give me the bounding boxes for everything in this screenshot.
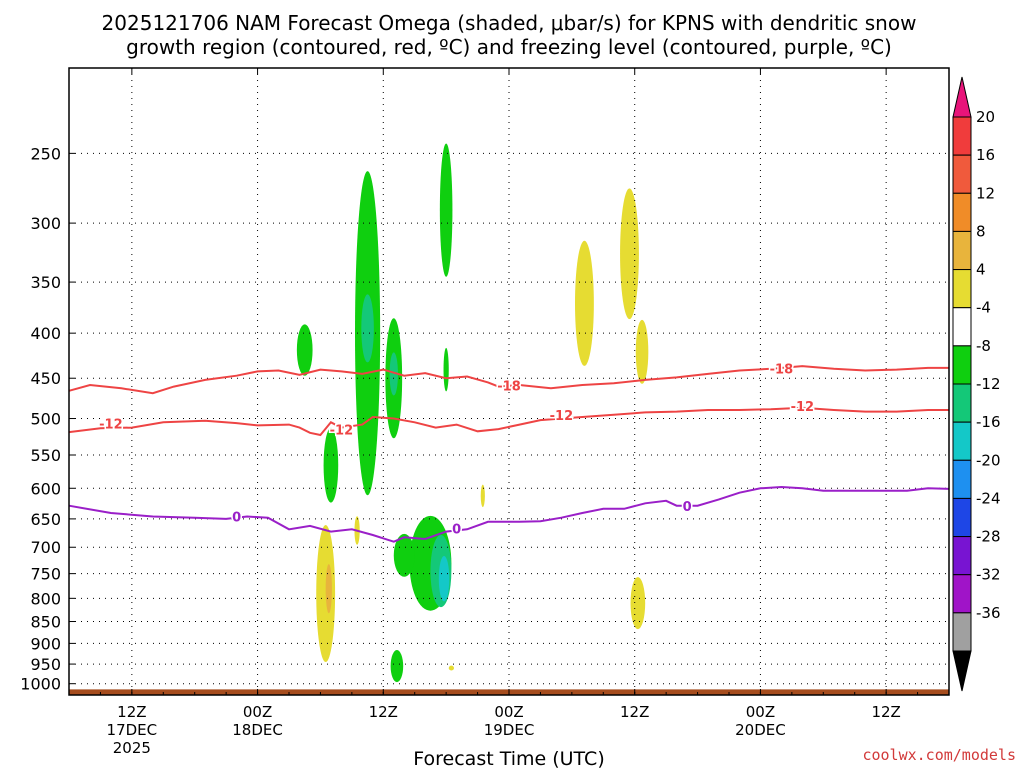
y-tick-label-850: 850: [30, 613, 61, 632]
colorbar-label-8: -16: [976, 413, 1001, 431]
contour--18-red: [68, 365, 949, 395]
x-tick-label-30-0: 12Z: [369, 703, 398, 721]
colorbar-swatch-4: [952, 269, 972, 309]
colorbar-swatch-12: [952, 574, 972, 614]
y-tick-label-450: 450: [30, 369, 61, 388]
contour-label--12-2: -12: [550, 409, 574, 424]
omega-region-green-left-mid: [323, 427, 339, 503]
y-tick-label-550: 550: [30, 446, 61, 465]
x-tick-label-18-0: 00Z: [243, 703, 272, 721]
contour-layer: -18 -18 -12 -12 -12 -12 0 0 0: [68, 361, 950, 543]
chart-title-line-1: 2025121706 NAM Forecast Omega (shaded, μ…: [102, 11, 917, 35]
colorbar-swatch-13: [952, 612, 972, 652]
x-tick-label-6-1: 17DEC: [107, 721, 158, 739]
y-tick-label-750: 750: [30, 565, 61, 584]
omega-region-green-250: [439, 143, 453, 277]
colorbar-label-6: -8: [976, 337, 991, 355]
x-tick-label-18-1: 18DEC: [232, 721, 283, 739]
omega-region-yellow-960: [448, 665, 454, 671]
colorbar-label-7: -12: [976, 375, 1001, 393]
y-tick-label-650: 650: [30, 510, 61, 529]
y-tick-label-950: 950: [30, 655, 61, 674]
contour--12-red: [68, 406, 949, 437]
colorbar-swatch-11: [952, 536, 972, 576]
y-axis-ticks: 250 300 350 400 450 500 550 600 650 700 750 800 850 9…: [20, 144, 75, 694]
x-tick-label-42-0: 00Z: [494, 703, 523, 721]
y-tick-label-500: 500: [30, 410, 61, 429]
omega-region-yellow-420: [635, 319, 649, 384]
x-tick-label-54-0: 12Z: [620, 703, 649, 721]
omega-region-green-440-thin: [443, 347, 449, 392]
colorbar-swatch-7: [952, 383, 972, 423]
credit-link[interactable]: coolwx.com/models: [862, 746, 1016, 764]
colorbar-swatch-6: [952, 345, 972, 385]
y-tick-label-400: 400: [30, 324, 61, 343]
chart-title-line-2: growth region (contoured, red, ºC) and f…: [126, 35, 892, 59]
omega-region-teal-main-upper: [361, 294, 374, 363]
colorbar-label-2: 12: [976, 184, 995, 202]
colorbar: 20 16 12 8 4 -4 -8 -12 -16 -20 -24 -28 -32 -36: [952, 76, 1001, 692]
x-tick-label-66-0: 00Z: [746, 703, 775, 721]
colorbar-label-3: 8: [976, 222, 986, 240]
omega-region-orange-low-left: [325, 564, 332, 614]
omega-region-green-950: [390, 650, 404, 683]
omega-region-cyan-dev: [438, 556, 450, 602]
gridlines: [69, 68, 949, 695]
colorbar-label-5: -4: [976, 299, 991, 317]
colorbar-bottom-triangle: [952, 650, 972, 692]
omega-region-green-dev-left: [393, 533, 415, 577]
omega-region-yellow-310: [620, 188, 639, 320]
colorbar-label-4: 4: [976, 261, 986, 279]
colorbar-swatch-3: [952, 230, 972, 271]
y-tick-label-250: 250: [30, 144, 61, 163]
y-tick-label-900: 900: [30, 634, 61, 653]
colorbar-swatch-8: [952, 421, 972, 461]
omega-region-green-400-left: [296, 324, 313, 376]
contour-label-0-0: 0: [232, 511, 241, 526]
colorbar-label-13: -36: [976, 604, 1001, 622]
colorbar-label-11: -28: [976, 528, 1001, 546]
x-tick-label-42-1: 19DEC: [484, 721, 535, 739]
colorbar-label-1: 16: [976, 146, 995, 164]
colorbar-swatch-9: [952, 459, 972, 499]
colorbar-swatch-1: [952, 154, 972, 194]
colorbar-label-9: -20: [976, 451, 1001, 469]
colorbar-top-triangle: [952, 76, 972, 118]
y-tick-label-350: 350: [30, 273, 61, 292]
contour-0-purple: [68, 485, 950, 543]
contour-label-0-2: 0: [683, 500, 692, 515]
omega-region-teal-sub-upper: [389, 352, 398, 396]
omega-region-yellow-620: [480, 484, 485, 508]
y-tick-label-1000: 1000: [20, 675, 61, 694]
colorbar-label-10: -24: [976, 489, 1001, 507]
x-axis-label: Forecast Time (UTC): [413, 748, 604, 768]
y-tick-label-300: 300: [30, 214, 61, 233]
y-tick-label-800: 800: [30, 589, 61, 608]
contour-label-0-1: 0: [452, 522, 461, 537]
colorbar-swatch-10: [952, 497, 972, 538]
y-tick-label-700: 700: [30, 538, 61, 557]
x-tick-label-78-0: 12Z: [871, 703, 900, 721]
omega-region-yellow-low-left: [316, 524, 336, 663]
contour-label--12-0: -12: [99, 418, 123, 433]
contour-label--12-1: -12: [330, 424, 354, 439]
x-tick-label-6-0: 12Z: [117, 703, 146, 721]
colorbar-label-0: 20: [976, 108, 995, 126]
contour-label--18-1: -18: [770, 363, 794, 378]
omega-shading-layer: [296, 143, 649, 683]
x-tick-label-6-2: 2025: [113, 739, 151, 757]
omega-region-yellow-800: [630, 577, 646, 630]
omega-region-yellow-350: [575, 240, 594, 366]
colorbar-label-12: -32: [976, 566, 1001, 584]
contour-label--12-3: -12: [791, 400, 815, 415]
colorbar-swatch-5: [952, 307, 972, 347]
colorbar-swatch-2: [952, 192, 972, 232]
contour-label--18-0: -18: [497, 380, 521, 395]
y-tick-label-600: 600: [30, 479, 61, 498]
colorbar-swatch-0: [952, 116, 972, 156]
x-tick-label-66-1: 20DEC: [735, 721, 786, 739]
